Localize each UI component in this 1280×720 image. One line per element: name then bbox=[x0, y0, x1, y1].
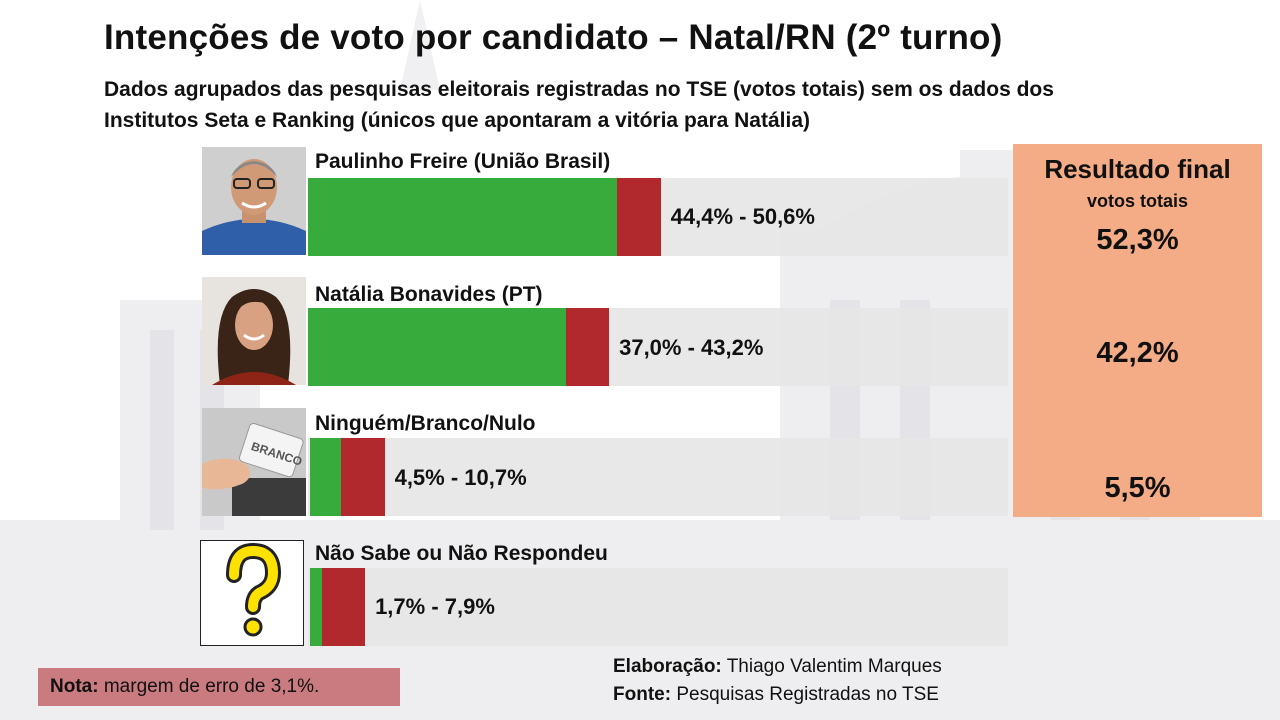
bar-margin-3 bbox=[321, 568, 366, 646]
bar-low-3 bbox=[310, 568, 322, 646]
range-label-1: 37,0% - 43,2% bbox=[619, 335, 764, 360]
photo-paulinho-freire bbox=[202, 147, 306, 255]
credits-author-label: Elaboração: bbox=[613, 656, 722, 677]
credits-source-label: Fonte: bbox=[613, 684, 672, 705]
result-value-paulinho: 52,3% bbox=[1096, 224, 1179, 256]
result-subtitle: votos totais bbox=[1086, 191, 1188, 211]
chart-title: Intenções de voto por candidato – Natal/… bbox=[104, 18, 1003, 57]
bar-margin-0 bbox=[617, 178, 661, 256]
bar-margin-1 bbox=[565, 308, 610, 386]
bar-low-1 bbox=[308, 308, 566, 386]
result-value-nulo: 5,5% bbox=[1104, 472, 1171, 504]
note-margin-error: Nota: margem de erro de 3,1%. bbox=[38, 668, 400, 706]
credits-author: Elaboração: Thiago Valentim Marques bbox=[613, 656, 942, 678]
candidate-label-nao-sabe: Não Sabe ou Não Respondeu bbox=[315, 542, 608, 565]
question-mark-icon bbox=[200, 540, 304, 646]
result-value-natalia: 42,2% bbox=[1096, 337, 1179, 369]
credits-author-name: Thiago Valentim Marques bbox=[721, 656, 942, 677]
note-label: Nota: bbox=[50, 676, 99, 697]
photo-natalia-bonavides bbox=[202, 277, 306, 385]
credits-source: Fonte: Pesquisas Registradas no TSE bbox=[613, 684, 939, 706]
result-box: Resultado final votos totais 52,3% 42,2%… bbox=[1013, 144, 1262, 517]
bar-low-0 bbox=[308, 178, 618, 256]
candidate-label-natalia: Natália Bonavides (PT) bbox=[315, 283, 543, 306]
note-text: margem de erro de 3,1%. bbox=[98, 676, 320, 697]
bar-track-2 bbox=[308, 438, 1008, 516]
ballot-branco-button-icon: BRANCO bbox=[202, 408, 306, 516]
chart-subtitle: Dados agrupados das pesquisas eleitorais… bbox=[104, 78, 1054, 132]
range-label-0: 44,4% - 50,6% bbox=[670, 204, 815, 229]
bar-low-2 bbox=[310, 438, 342, 516]
range-label-3: 1,7% - 7,9% bbox=[375, 594, 495, 619]
bar-track-3 bbox=[308, 568, 1008, 646]
bar-margin-2 bbox=[341, 438, 385, 516]
range-label-2: 4,5% - 10,7% bbox=[394, 465, 527, 490]
credits-source-name: Pesquisas Registradas no TSE bbox=[671, 684, 939, 705]
candidate-label-nulo: Ninguém/Branco/Nulo bbox=[315, 412, 536, 435]
candidate-label-paulinho: Paulinho Freire (União Brasil) bbox=[315, 150, 611, 173]
result-title: Resultado final bbox=[1044, 154, 1231, 184]
